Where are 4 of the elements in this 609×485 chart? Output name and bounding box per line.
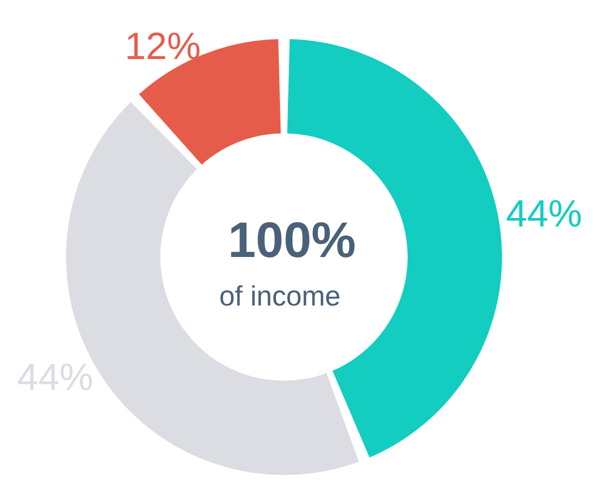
data-label: 12%	[124, 26, 201, 68]
text: of income	[219, 280, 341, 312]
text: 100%	[228, 212, 356, 268]
data-label: 44%	[506, 194, 582, 236]
